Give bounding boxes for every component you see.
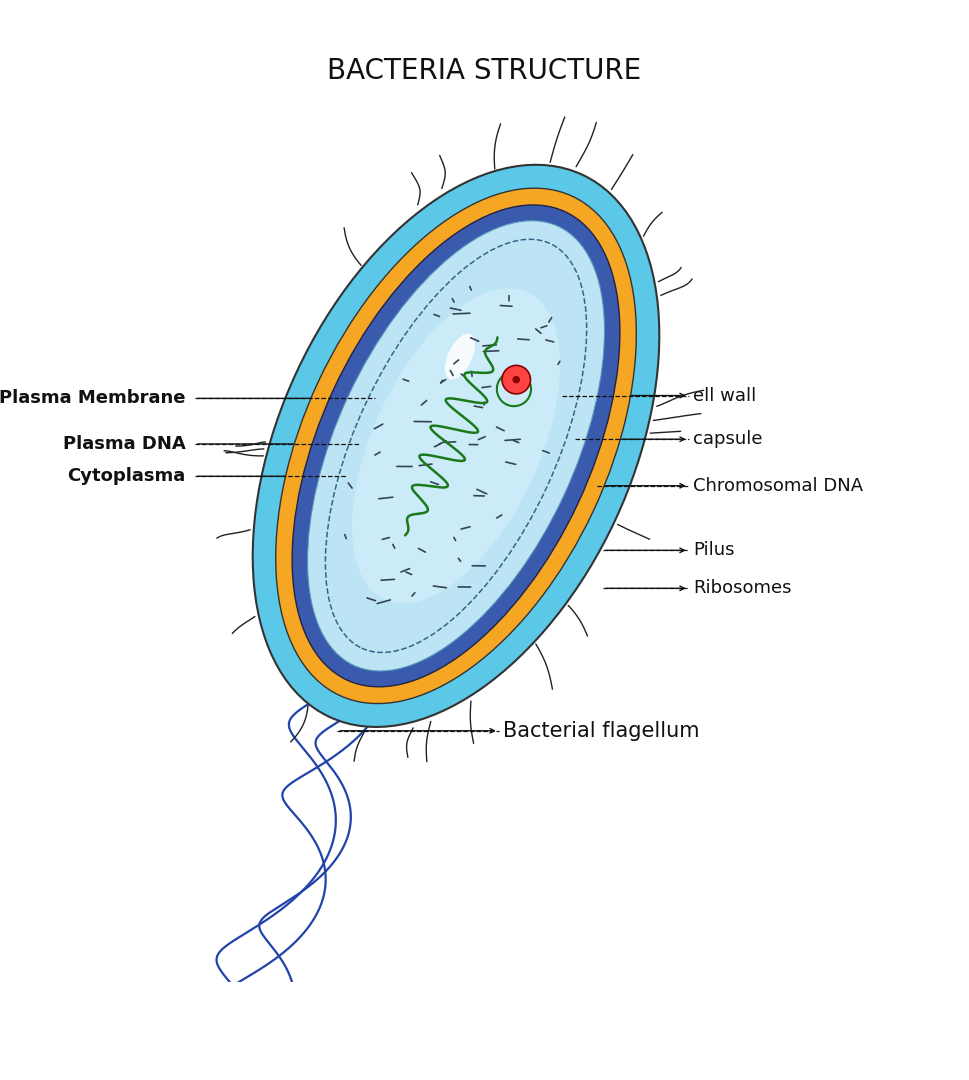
Ellipse shape (352, 288, 560, 604)
Text: Chromosomal DNA: Chromosomal DNA (694, 476, 863, 495)
Ellipse shape (307, 220, 605, 671)
Ellipse shape (445, 334, 475, 379)
Ellipse shape (502, 365, 530, 394)
Text: Pilus: Pilus (694, 541, 735, 559)
Text: BACTERIA STRUCTURE: BACTERIA STRUCTURE (328, 57, 641, 84)
Ellipse shape (276, 188, 637, 703)
Text: VectorStock.com/9812792: VectorStock.com/9812792 (748, 1044, 950, 1059)
Text: capsule: capsule (694, 430, 763, 448)
Text: Plasma Membrane: Plasma Membrane (0, 390, 185, 407)
Text: VectorStock®: VectorStock® (19, 1042, 155, 1062)
Ellipse shape (292, 205, 620, 687)
Text: ell wall: ell wall (694, 387, 757, 405)
Ellipse shape (253, 165, 659, 727)
Ellipse shape (513, 376, 520, 383)
Text: Plasma DNA: Plasma DNA (63, 435, 185, 453)
Text: Bacterial flagellum: Bacterial flagellum (504, 720, 700, 741)
Text: Cytoplasma: Cytoplasma (67, 468, 185, 485)
Text: Ribosomes: Ribosomes (694, 579, 792, 597)
